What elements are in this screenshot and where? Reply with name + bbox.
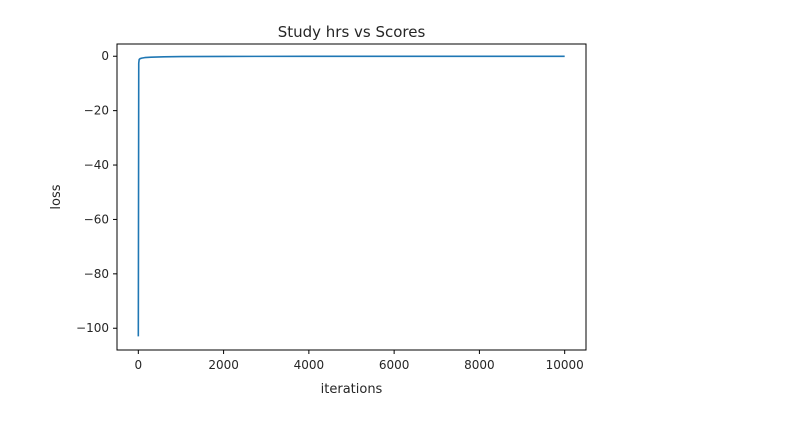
loss-series-line	[137, 55, 565, 337]
x-axis: 0 2000 4000 6000 8000 10000	[134, 350, 584, 372]
x-tick-label: 6000	[379, 358, 410, 372]
x-tick-label: 8000	[464, 358, 495, 372]
x-tick-label: 4000	[294, 358, 325, 372]
chart-title: Study hrs vs Scores	[278, 23, 426, 41]
y-axis-title: loss	[49, 184, 64, 209]
y-tick-label: −60	[84, 212, 109, 226]
y-tick-label: −40	[84, 158, 109, 172]
y-tick-label: −100	[76, 321, 109, 335]
x-axis-title: iterations	[321, 382, 383, 397]
x-tick-label: 0	[134, 358, 142, 372]
y-tick-label: −20	[84, 104, 109, 118]
x-tick-label: 2000	[208, 358, 239, 372]
plot-frame	[116, 43, 587, 351]
plot-area	[137, 55, 565, 337]
x-tick-label: 10000	[546, 358, 584, 372]
y-tick-label: 0	[101, 49, 109, 63]
y-tick-label: −80	[84, 267, 109, 281]
y-axis: 0 −20 −40 −60 −80 −100	[76, 49, 117, 335]
